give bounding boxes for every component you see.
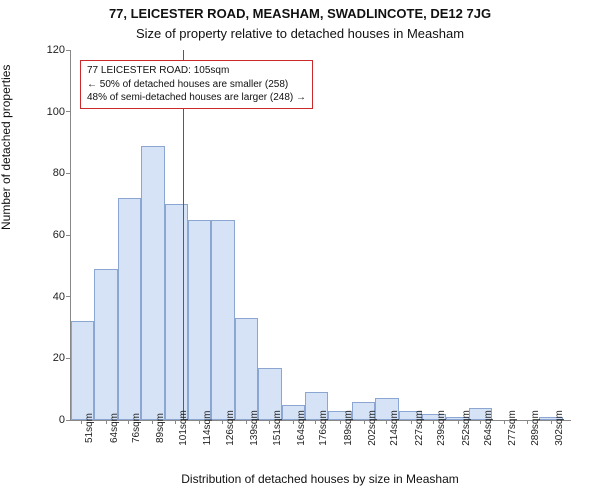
y-tick-mark — [66, 358, 70, 359]
x-tick-mark — [175, 420, 176, 424]
x-tick-label: 164sqm — [296, 410, 307, 446]
x-tick-label: 277sqm — [507, 410, 518, 446]
x-tick-label: 239sqm — [436, 410, 447, 446]
y-tick-mark — [66, 296, 70, 297]
histogram-bar — [94, 269, 117, 420]
y-tick-mark — [66, 50, 70, 51]
annotation-line: 77 LEICESTER ROAD: 105sqm — [87, 64, 306, 78]
x-tick-label: 151sqm — [272, 410, 283, 446]
x-tick-label: 289sqm — [530, 410, 541, 446]
y-tick-label: 20 — [35, 352, 65, 364]
y-axis-label: Number of detached properties — [0, 65, 13, 230]
y-tick-label: 0 — [35, 414, 65, 426]
chart-container: 77, LEICESTER ROAD, MEASHAM, SWADLINCOTE… — [0, 0, 600, 500]
y-tick-mark — [66, 173, 70, 174]
x-tick-label: 89sqm — [155, 413, 166, 443]
y-tick-mark — [66, 420, 70, 421]
histogram-bar — [235, 318, 258, 420]
x-tick-mark — [269, 420, 270, 424]
x-tick-label: 202sqm — [367, 410, 378, 446]
x-tick-label: 101sqm — [178, 410, 189, 446]
x-tick-label: 126sqm — [225, 410, 236, 446]
annotation-line: 48% of semi-detached houses are larger (… — [87, 91, 306, 105]
x-tick-label: 227sqm — [414, 410, 425, 446]
x-tick-label: 64sqm — [109, 413, 120, 443]
annotation-line: ← 50% of detached houses are smaller (25… — [87, 78, 306, 92]
title-address: 77, LEICESTER ROAD, MEASHAM, SWADLINCOTE… — [0, 6, 600, 21]
x-tick-label: 302sqm — [554, 410, 565, 446]
x-tick-mark — [315, 420, 316, 424]
x-tick-label: 76sqm — [131, 413, 142, 443]
y-tick-label: 120 — [35, 44, 65, 56]
x-tick-mark — [106, 420, 107, 424]
x-tick-mark — [152, 420, 153, 424]
x-tick-mark — [340, 420, 341, 424]
histogram-bar — [165, 204, 188, 420]
x-tick-mark — [199, 420, 200, 424]
x-tick-mark — [246, 420, 247, 424]
y-tick-label: 80 — [35, 167, 65, 179]
x-tick-mark — [222, 420, 223, 424]
x-tick-label: 264sqm — [483, 410, 494, 446]
annotation-box: 77 LEICESTER ROAD: 105sqm← 50% of detach… — [80, 60, 313, 109]
y-tick-mark — [66, 111, 70, 112]
x-tick-label: 189sqm — [343, 410, 354, 446]
x-axis-label: Distribution of detached houses by size … — [70, 472, 570, 486]
x-tick-mark — [386, 420, 387, 424]
x-tick-mark — [480, 420, 481, 424]
y-tick-mark — [66, 235, 70, 236]
x-tick-label: 114sqm — [202, 411, 213, 446]
x-tick-mark — [458, 420, 459, 424]
x-tick-mark — [433, 420, 434, 424]
x-tick-label: 51sqm — [84, 413, 95, 443]
histogram-bar — [71, 321, 94, 420]
x-tick-mark — [504, 420, 505, 424]
x-tick-label: 176sqm — [318, 410, 329, 446]
x-tick-mark — [128, 420, 129, 424]
x-tick-mark — [364, 420, 365, 424]
histogram-bar — [141, 146, 164, 420]
title-subtitle: Size of property relative to detached ho… — [0, 26, 600, 41]
x-tick-mark — [527, 420, 528, 424]
x-tick-label: 252sqm — [461, 410, 472, 446]
y-tick-label: 40 — [35, 291, 65, 303]
x-tick-mark — [81, 420, 82, 424]
x-tick-mark — [411, 420, 412, 424]
x-tick-mark — [551, 420, 552, 424]
y-tick-label: 60 — [35, 229, 65, 241]
x-tick-label: 214sqm — [389, 410, 400, 446]
histogram-bar — [188, 220, 211, 420]
histogram-bar — [211, 220, 234, 420]
histogram-bar — [118, 198, 141, 420]
x-tick-label: 139sqm — [249, 410, 260, 446]
y-tick-label: 100 — [35, 106, 65, 118]
x-tick-mark — [293, 420, 294, 424]
